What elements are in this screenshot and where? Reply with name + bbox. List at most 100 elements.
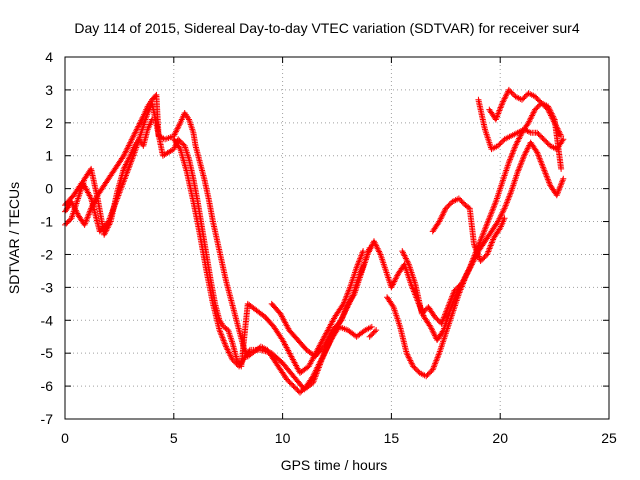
data-point	[438, 305, 451, 327]
data-point	[486, 200, 499, 222]
data-point	[436, 332, 449, 357]
data-point	[336, 323, 350, 333]
data-point	[101, 173, 113, 189]
data-point	[201, 175, 212, 200]
data-point	[488, 143, 500, 153]
data-point	[434, 328, 446, 344]
data-point	[534, 129, 546, 141]
data-point	[220, 323, 230, 333]
y-tick-label: -3	[41, 279, 54, 295]
data-point	[388, 272, 401, 291]
data-point	[181, 142, 192, 161]
data-point	[270, 356, 283, 372]
data-point	[492, 101, 505, 123]
data-point	[190, 175, 201, 204]
data-point	[183, 169, 197, 204]
data-point	[162, 133, 176, 143]
y-tick-label: -7	[41, 411, 54, 427]
data-point	[107, 164, 120, 179]
data-point	[403, 350, 416, 368]
data-point	[558, 132, 565, 139]
data-point	[312, 344, 326, 360]
data-point	[538, 100, 550, 109]
data-point	[310, 358, 325, 386]
data-point	[290, 373, 307, 392]
data-point	[344, 292, 357, 307]
data-point	[279, 337, 294, 358]
data-point	[297, 364, 311, 376]
data-point	[177, 146, 190, 174]
y-tick-label: 2	[45, 115, 53, 131]
data-point	[514, 154, 527, 176]
data-point	[495, 137, 507, 149]
data-point	[505, 86, 518, 99]
y-tick-label: 0	[45, 181, 53, 197]
data-point	[412, 281, 425, 316]
data-point	[527, 139, 540, 155]
data-point	[231, 310, 242, 332]
data-point	[229, 340, 240, 362]
series-track-g	[366, 195, 508, 340]
data-point	[377, 251, 390, 276]
data-point	[227, 294, 238, 316]
data-point	[338, 302, 351, 324]
data-point	[120, 141, 133, 159]
data-point	[218, 258, 229, 283]
data-point	[283, 376, 296, 388]
data-point	[127, 144, 137, 159]
data-point	[477, 252, 489, 265]
data-point	[114, 167, 127, 195]
data-point	[175, 136, 187, 148]
data-point	[159, 147, 176, 159]
data-point	[514, 127, 526, 136]
data-point	[471, 241, 484, 263]
data-point	[194, 198, 205, 230]
data-point	[68, 197, 81, 222]
data-point	[186, 116, 196, 135]
data-point	[244, 300, 259, 313]
tick-labels: 0 5 10 15 20 25 -7 -6 -5 -4 -3 -2 -1 0 1 2 3 4	[41, 49, 617, 446]
data-point	[547, 142, 559, 152]
data-point	[553, 177, 566, 199]
x-tick-label: 10	[275, 430, 291, 446]
data-point	[505, 144, 518, 166]
data-point	[532, 93, 544, 105]
data-point	[214, 238, 225, 263]
data-point	[560, 136, 567, 143]
data-point	[362, 324, 374, 334]
data-point	[149, 116, 156, 123]
y-tick-label: -2	[41, 246, 54, 262]
y-tick-label: 1	[45, 148, 53, 164]
x-tick-label: 0	[61, 430, 69, 446]
data-point	[181, 109, 191, 121]
data-point	[368, 323, 375, 330]
data-point	[133, 114, 146, 133]
data-point	[479, 216, 492, 238]
data-point	[353, 328, 367, 340]
data-point	[484, 236, 497, 258]
data-point	[353, 249, 366, 271]
data-point	[429, 351, 442, 373]
x-axis-title: GPS time / hours	[281, 457, 388, 473]
y-tick-label: 4	[45, 49, 53, 65]
data-point	[399, 248, 412, 266]
x-tick-label: 25	[601, 430, 617, 446]
data-point	[436, 206, 449, 225]
data-point	[410, 363, 422, 375]
data-point	[475, 239, 488, 255]
data-point	[499, 160, 512, 186]
data-point	[560, 175, 567, 182]
data-point	[277, 310, 292, 332]
data-point	[138, 111, 151, 136]
data-point	[545, 103, 557, 122]
grid	[65, 57, 609, 419]
chart-title: Day 114 of 2015, Sidereal Day-to-day VTE…	[74, 20, 579, 36]
data-point	[186, 156, 197, 181]
data-point	[508, 130, 519, 139]
data-point	[373, 327, 380, 334]
data-point	[501, 215, 508, 222]
data-point	[107, 190, 120, 225]
data-point	[209, 218, 220, 243]
